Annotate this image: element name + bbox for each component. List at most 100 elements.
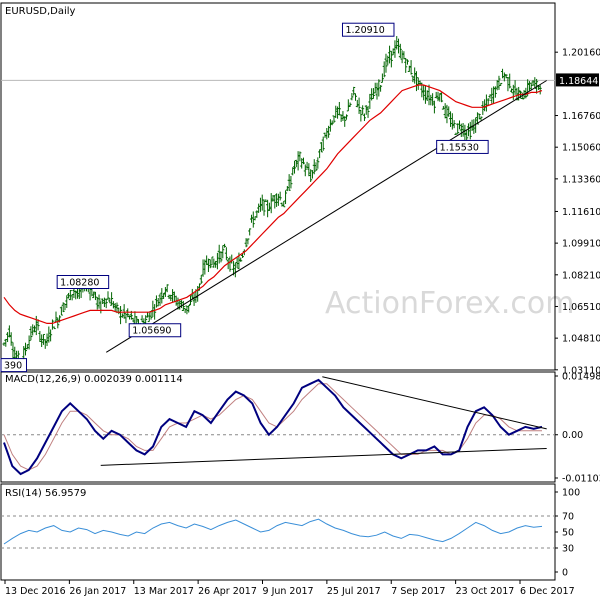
price-bar bbox=[29, 326, 33, 341]
price-bar bbox=[312, 159, 316, 175]
price-bar bbox=[110, 292, 114, 306]
price-bar bbox=[506, 77, 510, 92]
rsi-line bbox=[3, 518, 543, 545]
price-bar bbox=[199, 274, 203, 284]
price-bar bbox=[183, 307, 187, 314]
price-bar bbox=[262, 199, 266, 216]
price-bar bbox=[432, 100, 436, 114]
price-bar bbox=[187, 304, 191, 313]
price-bar bbox=[113, 302, 117, 313]
price-bar bbox=[214, 260, 218, 268]
price-bar bbox=[371, 88, 375, 100]
price-bar bbox=[267, 202, 271, 211]
rsi-tick-label: 70 bbox=[562, 512, 574, 523]
price-bar bbox=[171, 289, 175, 303]
price-bar bbox=[350, 93, 354, 101]
price-bar bbox=[327, 125, 331, 138]
price-annotation-box bbox=[436, 139, 489, 154]
price-tick-label: 1.16760 bbox=[562, 111, 600, 122]
price-bar bbox=[22, 346, 26, 359]
price-bar bbox=[128, 315, 132, 320]
price-bar bbox=[67, 292, 71, 299]
price-bar bbox=[223, 243, 227, 248]
price-bar bbox=[160, 288, 164, 304]
price-bar bbox=[154, 295, 158, 308]
price-bar bbox=[334, 105, 338, 119]
price-bar bbox=[63, 303, 67, 311]
price-bar bbox=[47, 326, 51, 343]
macd-tick-label: 0.00 bbox=[562, 430, 583, 441]
price-bar bbox=[386, 55, 390, 66]
price-bar bbox=[52, 326, 56, 330]
price-bar bbox=[70, 294, 74, 301]
price-bar bbox=[271, 195, 275, 202]
rsi-tick-label: 50 bbox=[562, 528, 574, 539]
price-bar bbox=[4, 338, 8, 347]
price-bar bbox=[362, 113, 366, 121]
price-bar bbox=[348, 102, 352, 107]
price-bar bbox=[398, 43, 402, 59]
price-bar bbox=[201, 259, 205, 277]
price-bar bbox=[533, 77, 537, 89]
price-bar bbox=[353, 93, 357, 101]
price-bar bbox=[61, 302, 65, 313]
price-bar bbox=[172, 291, 176, 303]
price-bar bbox=[318, 149, 322, 159]
price-bar bbox=[180, 300, 184, 309]
price-bar bbox=[490, 87, 494, 104]
price-annotation-label: 1.15530 bbox=[440, 142, 479, 153]
price-bar bbox=[314, 162, 318, 171]
price-bar bbox=[466, 123, 470, 137]
price-bar bbox=[488, 94, 492, 99]
price-bar bbox=[438, 93, 442, 102]
price-bar bbox=[341, 111, 345, 121]
price-bar bbox=[291, 167, 295, 176]
price-bar bbox=[447, 106, 451, 117]
price-bar bbox=[185, 305, 189, 315]
price-bar bbox=[287, 174, 291, 191]
price-bar bbox=[11, 342, 15, 359]
price-bar bbox=[332, 115, 336, 123]
price-bar bbox=[431, 93, 435, 106]
price-bar bbox=[115, 302, 119, 314]
price-bar bbox=[119, 305, 123, 325]
time-tick-label: 26 Apr 2017 bbox=[198, 586, 257, 597]
rsi-tick-label: 0 bbox=[562, 568, 568, 579]
price-bar bbox=[454, 132, 458, 135]
price-tick-label: 1.06510 bbox=[562, 302, 600, 313]
time-tick-label: 26 Jan 2017 bbox=[69, 586, 126, 597]
macd-frame bbox=[0, 371, 556, 483]
watermark: ActionForex.com bbox=[325, 286, 574, 321]
price-bar bbox=[531, 80, 535, 86]
price-bar bbox=[6, 332, 10, 343]
rsi-tick-label: 30 bbox=[562, 544, 574, 555]
price-bar bbox=[361, 105, 365, 115]
price-bar bbox=[456, 123, 460, 135]
price-bar bbox=[68, 289, 72, 301]
price-bar bbox=[59, 306, 63, 316]
price-bar bbox=[310, 170, 314, 179]
price-bar bbox=[294, 159, 298, 168]
price-bar bbox=[49, 329, 53, 342]
price-bar bbox=[395, 36, 399, 50]
price-bar bbox=[409, 60, 413, 75]
price-bar bbox=[440, 92, 444, 103]
price-bar bbox=[359, 109, 363, 122]
price-bar bbox=[278, 191, 282, 201]
price-bar bbox=[255, 210, 259, 218]
price-bar bbox=[167, 294, 171, 299]
price-bar bbox=[241, 253, 245, 258]
price-bar bbox=[38, 330, 42, 342]
price-bar bbox=[219, 251, 223, 263]
price-bar bbox=[102, 297, 106, 308]
price-bar bbox=[345, 114, 349, 120]
rsi-panel-title: RSI(14) 56.9579 bbox=[5, 488, 86, 499]
price-tick-label: 1.15060 bbox=[562, 143, 600, 154]
macd-tick-label: -0.011031 bbox=[562, 474, 600, 485]
moving-average-line bbox=[3, 84, 543, 324]
price-bar bbox=[289, 175, 293, 189]
price-bar bbox=[502, 72, 506, 82]
price-tick-label: 1.13360 bbox=[562, 174, 600, 185]
